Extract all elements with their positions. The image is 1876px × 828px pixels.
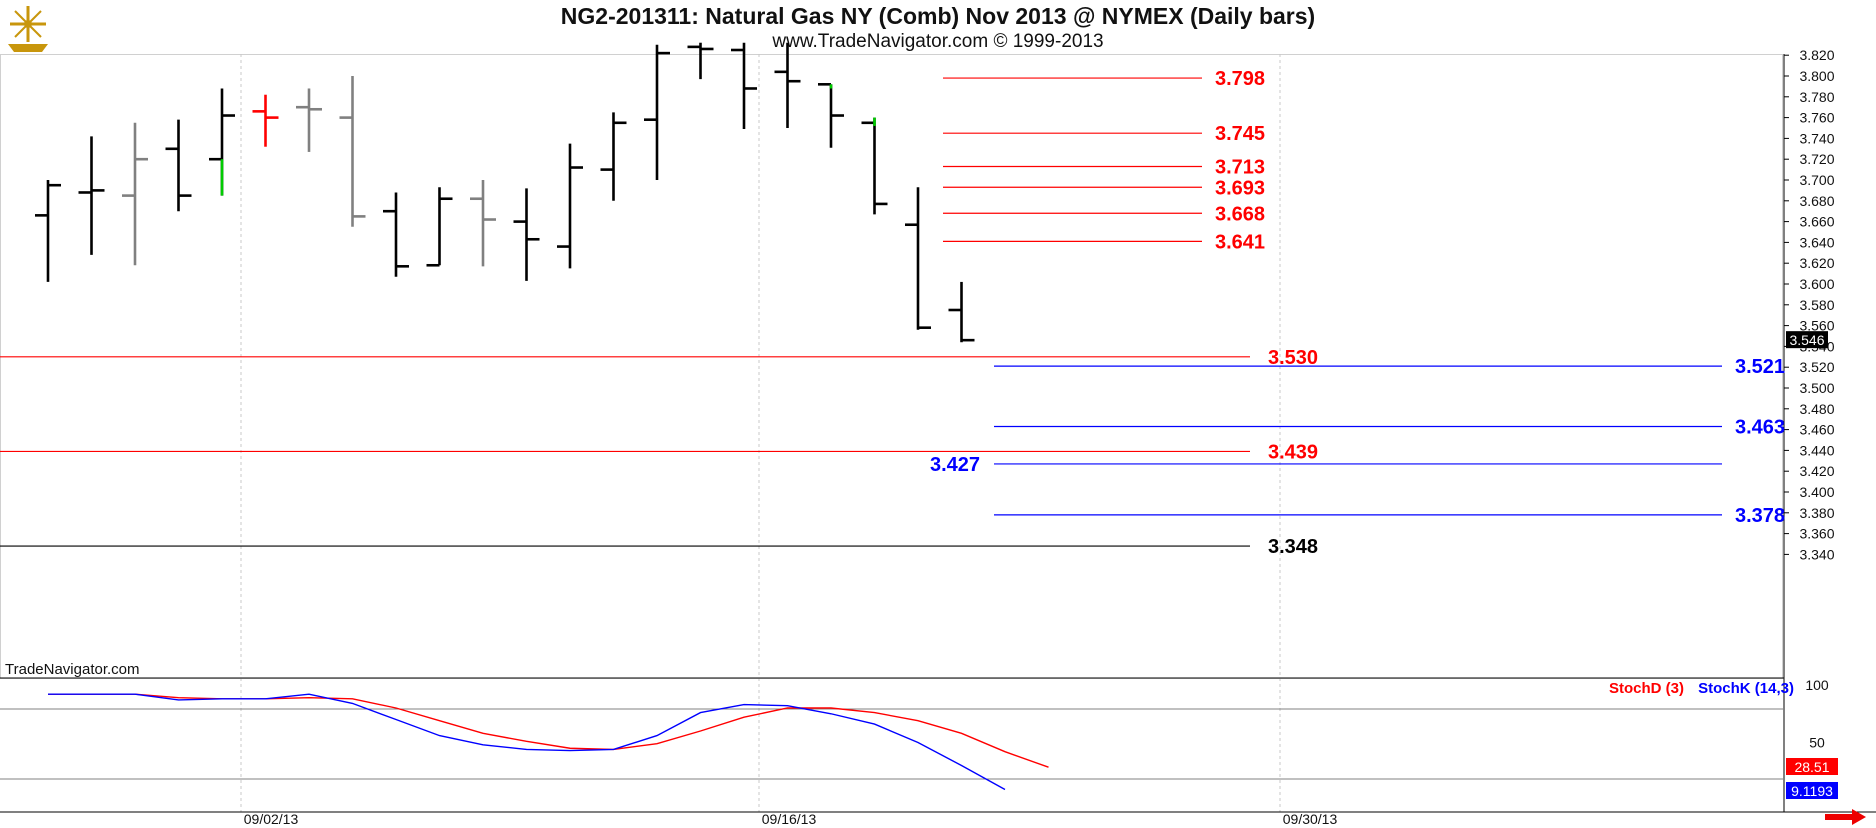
price-tick-label: 3.660: [1799, 214, 1834, 230]
level-label: 3.463: [1735, 416, 1785, 438]
price-tick-label: 3.460: [1799, 422, 1834, 438]
date-label: 09/02/13: [244, 811, 299, 827]
level-label: 3.641: [1215, 231, 1265, 253]
price-tick-label: 3.640: [1799, 234, 1834, 250]
last-price-label: 3.546: [1789, 332, 1824, 348]
stoch-series-line: [48, 693, 1049, 768]
level-label: 3.348: [1268, 536, 1318, 558]
price-tick-label: 3.360: [1799, 526, 1834, 542]
price-tick-label: 3.340: [1799, 546, 1834, 562]
price-tick-label: 3.720: [1799, 151, 1834, 167]
stoch-series-line: [48, 693, 1006, 791]
price-tick-label: 3.680: [1799, 193, 1834, 209]
level-label: 3.798: [1215, 68, 1265, 90]
price-tick-label: 3.480: [1799, 401, 1834, 417]
price-tick-label: 3.800: [1799, 68, 1834, 84]
stochastic-panel: 100 50 StochD (3) StochK (14,3) 28.51 9.1193: [0, 677, 1876, 813]
watermark-label: TradeNavigator.com: [5, 661, 140, 678]
stoch-value-tag: [1786, 758, 1838, 775]
price-tick-label: 3.400: [1799, 484, 1834, 500]
price-axis: 3.820 3.800 3.780 3.760 3.740 3.720 3.700 3.680…: [1783, 47, 1835, 812]
level-label: 3.668: [1215, 203, 1265, 225]
level-label: 3.439: [1268, 441, 1318, 463]
level-label: 3.427: [930, 454, 980, 476]
chart-subtitle: www.TradeNavigator.com © 1999-2013: [772, 31, 1104, 52]
price-tick-label: 3.440: [1799, 442, 1834, 458]
stoch-tick-label: 50: [1809, 735, 1825, 751]
legend-stochd: StochD (3): [1609, 680, 1684, 697]
price-tick-label: 3.580: [1799, 297, 1834, 313]
last-price-tag: [1786, 331, 1828, 349]
stoch-value-label: 9.1193: [1791, 783, 1833, 799]
price-tick-label: 3.620: [1799, 255, 1834, 271]
grid-lines: [240, 54, 1281, 812]
level-label: 3.378: [1735, 505, 1785, 527]
date-label: 09/30/13: [1283, 811, 1338, 827]
price-tick-label: 3.380: [1799, 505, 1834, 521]
trade-navigator-logo-icon: [8, 6, 48, 52]
price-tick-label: 3.700: [1799, 172, 1834, 188]
price-bars: [35, 42, 975, 343]
level-label: 3.745: [1215, 123, 1265, 145]
stoch-tick-label: 100: [1805, 677, 1829, 693]
price-tick-label: 3.780: [1799, 89, 1834, 105]
price-tick-label: 3.520: [1799, 359, 1834, 375]
price-tick-label: 3.420: [1799, 463, 1834, 479]
price-tick-label: 3.500: [1799, 380, 1834, 396]
date-axis: 09/02/13 09/16/13 09/30/13: [244, 811, 1338, 827]
date-label: 09/16/13: [762, 811, 817, 827]
level-label: 3.713: [1215, 156, 1265, 178]
level-label: 3.521: [1735, 356, 1785, 378]
level-label: 3.693: [1215, 177, 1265, 199]
price-tick-label: 3.820: [1799, 47, 1834, 63]
scroll-right-arrow-icon[interactable]: [1825, 809, 1866, 825]
price-tick-label: 3.600: [1799, 276, 1834, 292]
price-tick-label: 3.760: [1799, 110, 1834, 126]
chart-title: NG2-201311: Natural Gas NY (Comb) Nov 20…: [560, 3, 1316, 29]
level-label: 3.530: [1268, 347, 1318, 369]
legend-stochk: StochK (14,3): [1698, 680, 1794, 697]
stoch-value-tag: [1786, 782, 1838, 799]
price-tick-label: 3.560: [1799, 318, 1834, 334]
stoch-value-label: 28.51: [1794, 759, 1829, 775]
price-tick-label: 3.740: [1799, 130, 1834, 146]
